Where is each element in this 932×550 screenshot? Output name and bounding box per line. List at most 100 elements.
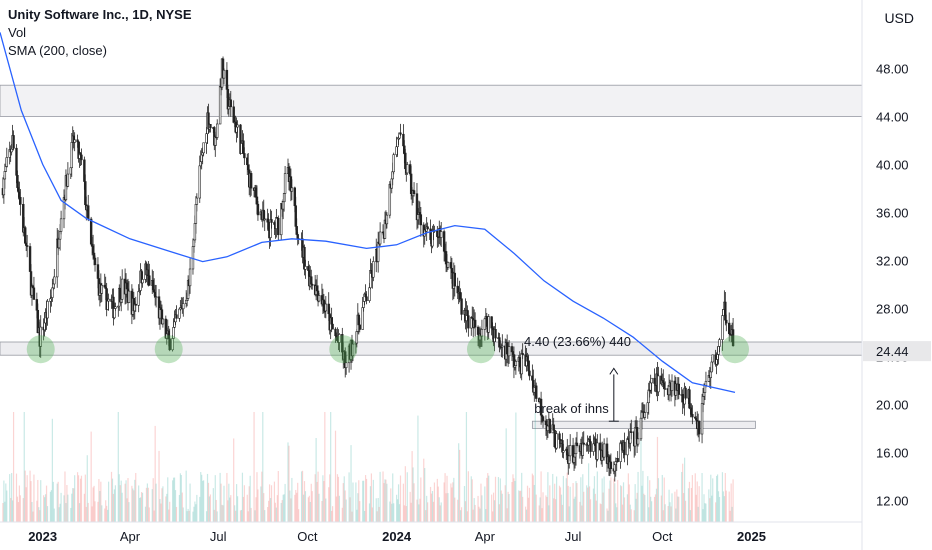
- volume-indicator-label[interactable]: Vol: [8, 25, 27, 40]
- volume-bar: [559, 487, 562, 522]
- volume-bar: [556, 476, 558, 522]
- volume-bar: [511, 482, 513, 522]
- candle-body: [558, 433, 561, 440]
- volume-bar: [192, 511, 194, 522]
- volume-bar: [697, 506, 699, 522]
- candle-body: [487, 316, 490, 333]
- volume-bar: [355, 482, 357, 522]
- volume-bar: [491, 494, 493, 522]
- volume-bar: [484, 486, 486, 522]
- symbol-title[interactable]: Unity Software Inc., 1D, NYSE: [8, 7, 192, 22]
- candle-body: [161, 318, 165, 325]
- currency-label[interactable]: USD: [884, 10, 914, 26]
- volume-bar: [315, 437, 317, 522]
- volume-bar: [199, 496, 201, 522]
- volume-bar: [25, 487, 27, 522]
- volume-bar: [384, 479, 386, 522]
- volume-bar: [241, 472, 244, 522]
- volume-bar: [561, 504, 564, 522]
- volume-bar: [19, 495, 21, 522]
- volume-bar: [717, 491, 720, 522]
- volume-bar: [239, 510, 242, 522]
- volume-bar: [636, 492, 638, 522]
- volume-bar: [343, 476, 345, 522]
- volume-bar: [186, 511, 188, 522]
- volume-bar: [208, 496, 211, 522]
- volume-bar: [712, 478, 714, 522]
- volume-bar: [64, 471, 66, 522]
- volume-bar: [189, 483, 191, 522]
- volume-bar: [85, 506, 87, 522]
- annotation-text: break of ihns: [534, 401, 609, 416]
- volume-bar: [603, 476, 605, 522]
- sma-indicator-label[interactable]: SMA (200, close): [8, 43, 107, 58]
- volume-bar: [648, 507, 650, 522]
- volume-bar: [440, 502, 442, 522]
- volume-bar: [4, 501, 6, 522]
- volume-bar: [711, 495, 713, 522]
- volume-bar: [309, 501, 311, 522]
- candle-body: [521, 353, 524, 355]
- volume-bar: [532, 475, 534, 522]
- volume-bar: [690, 487, 692, 522]
- volume-bar: [100, 481, 102, 522]
- volume-bar: [229, 497, 231, 522]
- volume-bar: [342, 483, 344, 522]
- candle-body: [127, 290, 131, 303]
- candle-body: [270, 219, 273, 223]
- measure-label: 4.40 (23.66%) 440: [524, 334, 631, 349]
- volume-bar: [596, 471, 598, 522]
- volume-bar: [125, 480, 127, 522]
- volume-bar: [111, 478, 114, 522]
- volume-bar: [80, 475, 83, 522]
- candle-body: [440, 231, 443, 238]
- volume-bar: [524, 506, 527, 522]
- volume-bar: [128, 502, 130, 522]
- volume-bar: [290, 498, 292, 522]
- volume-bar: [542, 492, 544, 522]
- volume-bar: [566, 472, 568, 522]
- volume-bar: [443, 482, 445, 522]
- volume-bar: [623, 497, 626, 522]
- volume-bar: [269, 498, 272, 522]
- volume-bar: [405, 506, 407, 522]
- volume-bar: [127, 478, 129, 522]
- volume-bar: [283, 494, 285, 522]
- candle-body: [643, 412, 647, 418]
- candle-body: [552, 424, 555, 431]
- volume-bar: [674, 491, 676, 522]
- volume-bar: [260, 486, 262, 522]
- volume-bar: [132, 488, 134, 522]
- volume-bar: [264, 510, 266, 522]
- volume-bar: [383, 483, 385, 522]
- volume-bar: [86, 455, 88, 522]
- volume-bar: [500, 490, 502, 522]
- volume-bar: [352, 482, 354, 522]
- volume-bar: [647, 476, 649, 522]
- volume-bar: [261, 471, 263, 522]
- volume-bar: [30, 481, 32, 522]
- volume-bar: [45, 485, 48, 522]
- volume-bar: [57, 481, 59, 522]
- candle-body: [385, 214, 389, 225]
- volume-bar: [243, 485, 245, 522]
- measure-arrowhead: [609, 367, 619, 375]
- candle-body: [718, 339, 721, 347]
- volume-bar: [230, 495, 232, 522]
- resistance-zone: [0, 84, 863, 117]
- volume-bar: [534, 412, 536, 522]
- volume-bar: [608, 488, 610, 522]
- volume-bar: [732, 479, 734, 522]
- volume-bar: [296, 492, 298, 522]
- volume-bar: [617, 479, 619, 522]
- candle-body: [59, 218, 63, 232]
- volume-bar: [71, 493, 73, 522]
- volume-bar: [609, 480, 611, 522]
- volume-bar: [521, 472, 523, 522]
- volume-bar: [379, 471, 381, 522]
- volume-bar: [181, 492, 183, 522]
- volume-bar: [166, 493, 168, 522]
- volume-bar: [213, 509, 215, 522]
- volume-bar: [216, 511, 218, 522]
